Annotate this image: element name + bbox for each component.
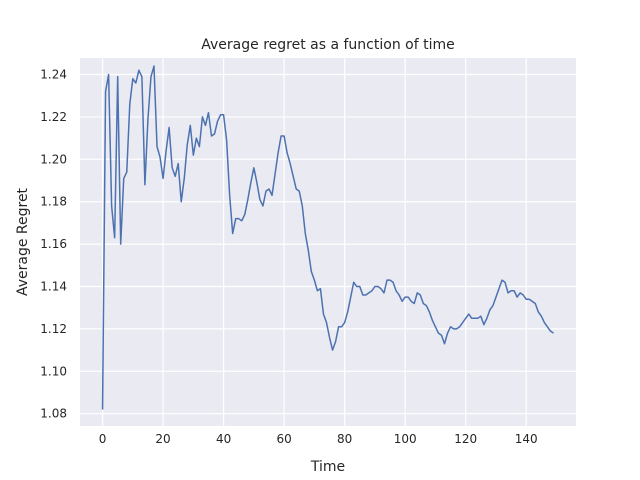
y-tick-label: 1.10 bbox=[40, 364, 67, 378]
x-tick-label: 20 bbox=[155, 432, 170, 446]
x-tick-labels: 0 20 40 60 80 100 120 140 bbox=[99, 432, 538, 446]
x-tick-label: 80 bbox=[337, 432, 352, 446]
chart-title: Average regret as a function of time bbox=[201, 37, 454, 53]
y-tick-label: 1.20 bbox=[40, 152, 67, 166]
series-line bbox=[101, 65, 554, 410]
y-tick-labels: 1.08 1.10 1.12 1.14 1.16 1.18 1.20 1.22 1.24 bbox=[40, 68, 67, 421]
x-tick-label: 60 bbox=[276, 432, 291, 446]
x-axis-label: Time bbox=[310, 459, 345, 475]
x-tick-label: 40 bbox=[216, 432, 231, 446]
y-tick-label: 1.12 bbox=[40, 322, 67, 336]
x-tick-label: 140 bbox=[515, 432, 538, 446]
y-tick-label: 1.24 bbox=[40, 68, 67, 82]
y-tick-label: 1.22 bbox=[40, 110, 67, 124]
y-axis-label: Average Regret bbox=[15, 187, 31, 296]
y-tick-label: 1.16 bbox=[40, 237, 67, 251]
x-tick-label: 0 bbox=[99, 432, 107, 446]
y-tick-label: 1.18 bbox=[40, 195, 67, 209]
x-tick-label: 120 bbox=[454, 432, 477, 446]
series-layer bbox=[101, 65, 554, 410]
y-tick-label: 1.08 bbox=[40, 407, 67, 421]
x-tick-label: 100 bbox=[394, 432, 417, 446]
y-tick-label: 1.14 bbox=[40, 280, 67, 294]
